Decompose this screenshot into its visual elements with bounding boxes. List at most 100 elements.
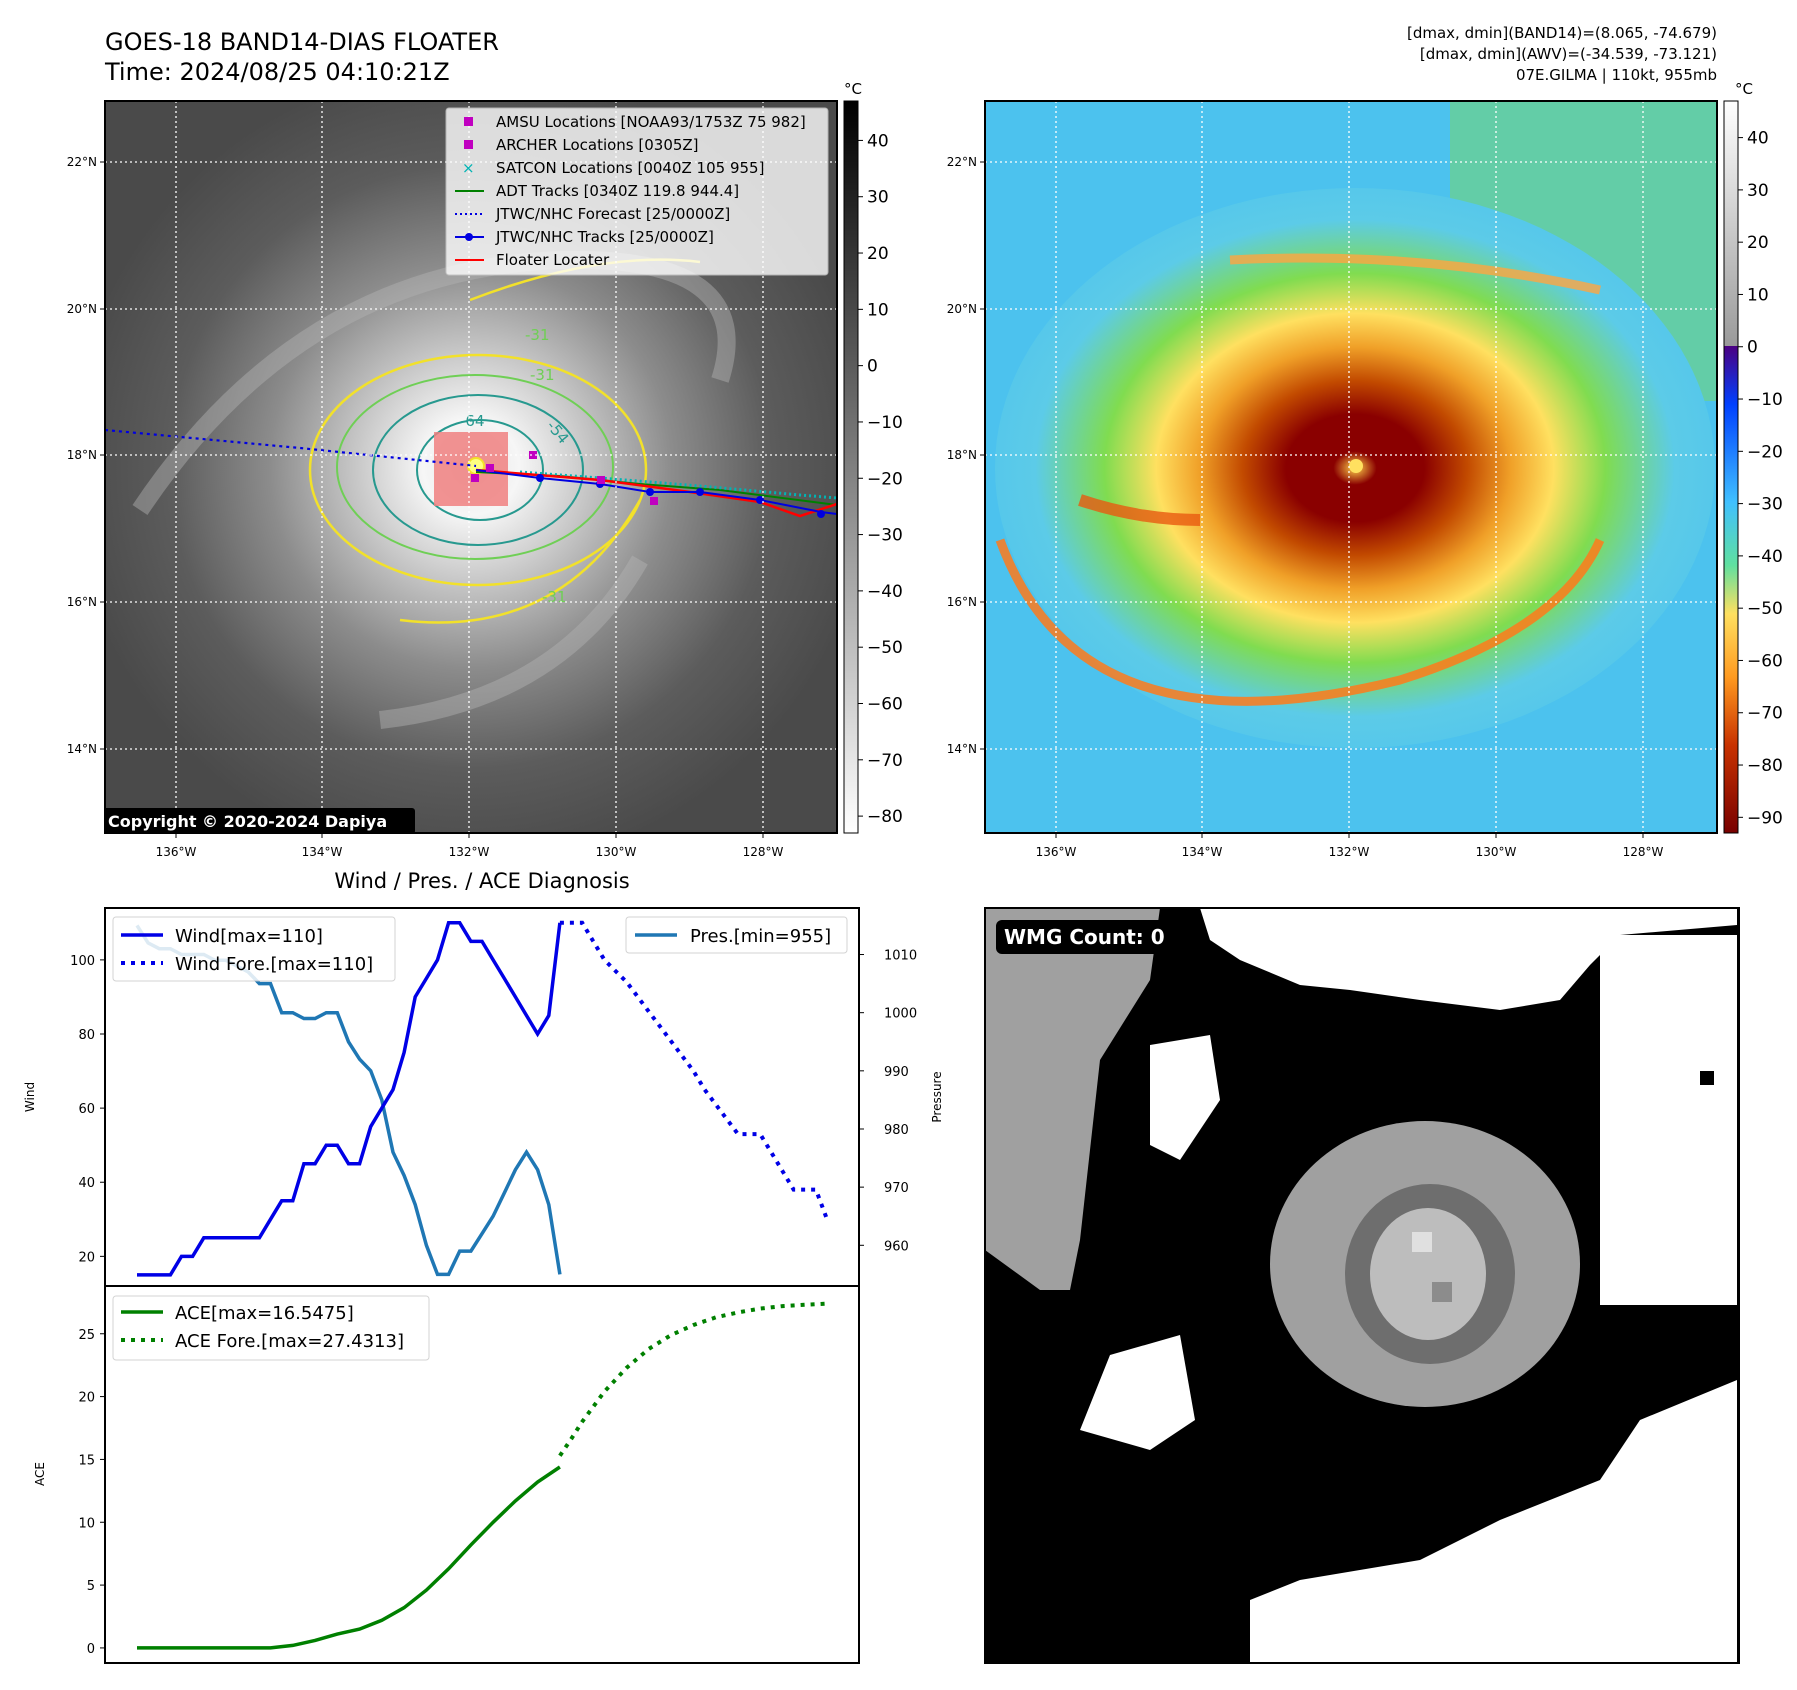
awv-outer-band [1078,494,1201,526]
awv-lon-ticks: 136°W 134°W 132°W 130°W 128°W [1036,833,1664,859]
ir-colorbar [843,100,859,834]
contour-teal-outer [372,394,584,546]
info-band14: [dmax, dmin](BAND14)=(8.065, -74.679) [1407,24,1717,42]
colorbar-tick-label: 40 [1747,129,1769,149]
colorbar-tick-label: −10 [867,413,903,433]
ace-ytick-label: 20 [78,1391,95,1406]
copyright-box [105,808,415,833]
ace-ytick-label: 5 [87,1579,95,1594]
copyright: Copyright © 2020-2024 Dapiya [108,812,387,831]
track-point [646,488,654,496]
awv-outer-band [995,538,1605,706]
wmg-white-area [1080,1335,1195,1450]
wind-forecast-line [559,920,829,1221]
figure-time: Time: 2024/08/25 04:10:21Z [104,58,450,86]
ace-ytick-label: 0 [87,1642,95,1657]
colorbar-tick-label: −90 [1747,808,1783,828]
wmg-white-area [1600,935,1737,1305]
archer-marker [486,464,494,472]
wind-ylabel: Wind [23,1082,37,1112]
track-point [817,510,825,518]
awv-outer-band [1229,253,1601,295]
lon-tick-label: 130°W [1476,845,1517,859]
observed-track [475,469,837,515]
ace-ytick-label: 25 [78,1328,95,1343]
ace-legend: ACE[max=16.5475] ACE Fore.[max=27.4313] [112,1295,430,1361]
wmg-core-inner [1370,1208,1486,1340]
lat-tick-label: 22°N [67,155,97,169]
colorbar-tick-label: 30 [1747,181,1769,201]
pressure-ytick-label: 1010 [884,949,917,964]
awv-colorbar-unit: °C [1735,80,1753,98]
floater-track [475,468,837,518]
colorbar-tick-label: 40 [867,131,889,151]
colorbar-tick-label: −60 [867,694,903,714]
wind-ytick-label: 40 [78,1176,95,1191]
lat-tick-label: 20°N [947,302,977,316]
colorbar-tick-label: −60 [1747,651,1783,671]
svg-text:×: × [462,159,475,177]
ir-lon-ticks: 136°W 134°W 132°W 130°W 128°W [156,833,784,859]
pressure-ytick-label: 1000 [884,1007,917,1022]
lon-tick-label: 136°W [1036,845,1077,859]
wmg-core-pixel [1412,1232,1432,1252]
satcon-track [519,470,837,500]
legend-ace: ACE[max=16.5475] [175,1303,354,1324]
lon-tick-label: 134°W [1182,845,1223,859]
pressure-legend: Pres.[min=955] [625,916,848,954]
wmg-core-pixel [1432,1282,1452,1302]
lon-tick-label: 134°W [302,845,343,859]
wind-ytick-label: 20 [78,1250,95,1265]
pressure-ytick-label: 990 [884,1065,909,1080]
legend-wind-forecast: Wind Fore.[max=110] [175,954,373,975]
legend-archer: ARCHER Locations [0305Z] [496,136,699,154]
lat-tick-label: 18°N [67,448,97,462]
contour-green [336,374,614,560]
track-point [536,474,544,482]
lat-tick-label: 18°N [947,448,977,462]
archer-marker [471,474,479,482]
legend-satcon: SATCON Locations [0040Z 105 955] [496,159,764,177]
contour-label: -31 [525,326,550,344]
lat-tick-label: 22°N [947,155,977,169]
colorbar-tick-label: 30 [867,188,889,208]
colorbar-tick-label: −50 [1747,599,1783,619]
pressure-ytick-label: 970 [884,1181,909,1196]
wind-line [137,921,562,1277]
legend-tracks: JTWC/NHC Tracks [25/0000Z] [495,228,714,246]
lon-tick-label: 128°W [1623,845,1664,859]
ir-lat-ticks: 22°N 20°N 18°N 16°N 14°N [67,155,105,756]
wmg-white-area [1200,908,1737,1010]
lat-tick-label: 14°N [67,742,97,756]
ir-colorbar-ticks: 40 30 20 10 0 −10 −20 −30 −40 −50 −60 −70 −80 [858,131,903,827]
wind-ytick-label: 100 [70,954,95,969]
pressure-yticks: 960 970 980 990 1000 1010 [859,949,917,1254]
colorbar-tick-label: −40 [1747,547,1783,567]
ace-line [137,1465,561,1650]
lon-tick-label: 130°W [596,845,637,859]
colorbar-tick-label: 20 [867,244,889,264]
awv-colorbar-warm [1724,101,1738,346]
diagnosis-title: Wind / Pres. / ACE Diagnosis [334,869,629,893]
ace-ytick-label: 15 [78,1453,95,1468]
colorbar-tick-label: −20 [867,469,903,489]
wmg-white-area [1250,1380,1737,1663]
ace-ytick-label: 10 [78,1516,95,1531]
lat-tick-label: 16°N [947,595,977,609]
track-point [756,496,764,504]
wmg-white-area [1150,1035,1220,1160]
ace-yticks: 0 5 10 15 20 25 [78,1328,105,1657]
info-awv: [dmax, dmin](AWV)=(-34.539, -73.121) [1420,45,1717,63]
colorbar-tick-label: −80 [867,807,903,827]
ir-legend: AMSU Locations [NOAA93/1753Z 75 982] ARC… [445,107,829,276]
ace-ylabel: ACE [33,1462,47,1486]
figure-title: GOES-18 BAND14-DIAS FLOATER [105,28,499,56]
legend-forecast: JTWC/NHC Forecast [25/0000Z] [495,205,730,223]
awv-eye [1349,459,1363,473]
awv-panel: °C 403020100−10−20−30−40−50−60−70−80−90 … [947,80,1783,859]
lon-tick-label: 136°W [156,845,197,859]
legend-amsu: AMSU Locations [NOAA93/1753Z 75 982] [496,113,806,131]
colorbar-tick-label: −30 [1747,495,1783,515]
awv-colorbar-cold [1724,346,1738,833]
